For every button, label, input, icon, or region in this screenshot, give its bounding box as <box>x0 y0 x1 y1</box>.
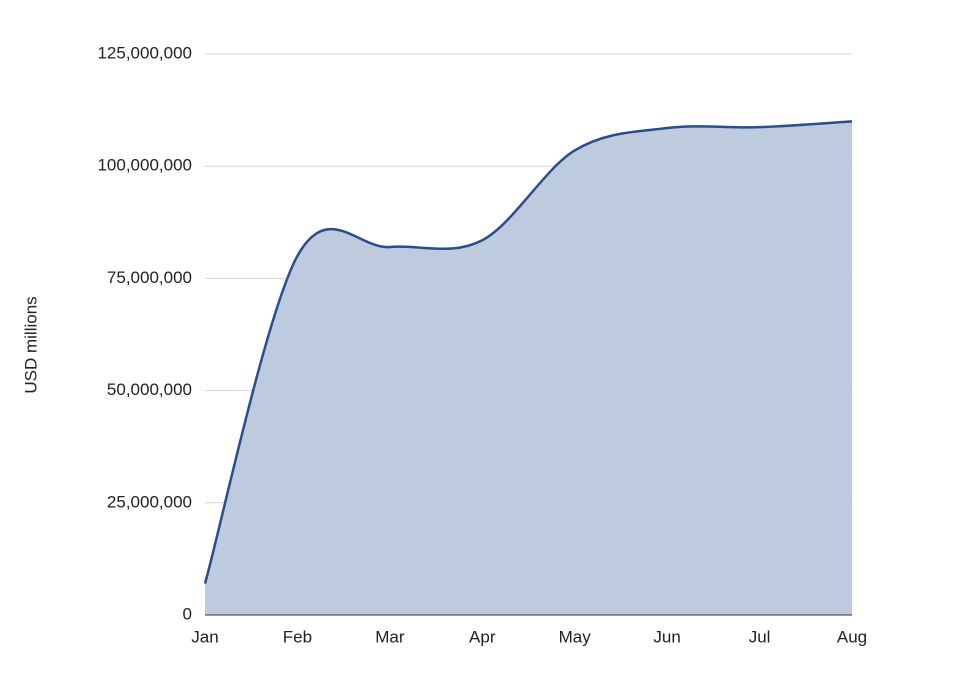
area-line <box>203 120 853 584</box>
y-tick-label: 100,000,000 <box>97 156 192 175</box>
x-tick-label: May <box>559 627 592 646</box>
y-tick-label: 50,000,000 <box>107 380 192 399</box>
x-tick-label: Aug <box>837 627 867 646</box>
x-tick-label: Apr <box>469 627 496 646</box>
y-tick-label: 25,000,000 <box>107 492 192 511</box>
y-tick-label: 75,000,000 <box>107 268 192 287</box>
y-tick-label: 0 <box>183 604 192 623</box>
x-tick-label: Jan <box>191 627 218 646</box>
y-tick-label: 125,000,000 <box>97 43 192 62</box>
x-tick-label: Jun <box>653 627 680 646</box>
x-tick-label: Feb <box>283 627 312 646</box>
x-tick-label: Jul <box>749 627 771 646</box>
y-axis-title: USD millions <box>21 296 40 393</box>
area-fill <box>205 121 852 615</box>
x-tick-label: Mar <box>375 627 405 646</box>
